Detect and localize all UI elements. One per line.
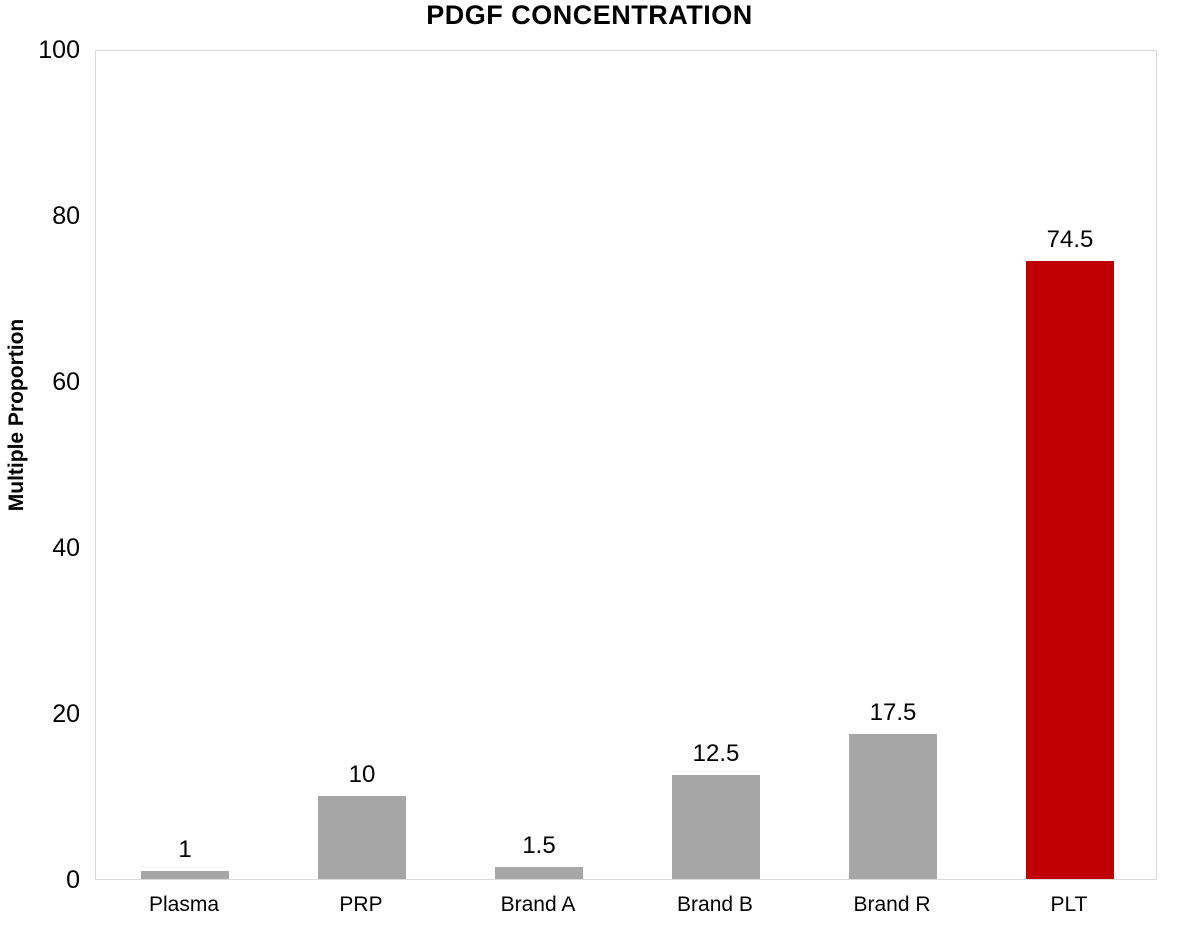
y-tick-label: 40 [52, 534, 80, 562]
x-category-label-plt: PLT [1050, 893, 1088, 916]
bar-value-label: 1.5 [522, 832, 556, 859]
y-axis-title: Multiple Proportion [5, 318, 28, 512]
bar-brand-b [672, 775, 760, 879]
y-tick-label: 0 [66, 866, 80, 894]
x-category-label-plasma: Plasma [148, 893, 220, 916]
x-category-label-brand-b: Brand B [677, 893, 753, 916]
bar-value-label: 74.5 [1046, 226, 1094, 253]
y-tick-label: 20 [52, 700, 80, 728]
bar-value-label: 17.5 [869, 699, 917, 726]
bar-value-label: 1 [178, 836, 192, 863]
bar-value-label: 10 [348, 761, 376, 788]
bar-value-label: 12.5 [692, 740, 740, 767]
bar-plasma [141, 871, 229, 879]
x-category-label-prp: PRP [339, 893, 383, 916]
y-tick-label: 100 [38, 36, 80, 64]
bar-brand-r [849, 734, 937, 879]
chart-title: PDGF CONCENTRATION [426, 0, 753, 30]
plot-area: 1 10 1.5 12.5 17.5 74.5 [95, 50, 1157, 880]
bar-brand-a [495, 867, 583, 879]
x-category-label-brand-r: Brand R [853, 893, 931, 916]
x-category-label-brand-a: Brand A [500, 893, 576, 916]
y-tick-label: 80 [52, 202, 80, 230]
bar-plt [1026, 261, 1114, 879]
y-tick-label: 60 [52, 368, 80, 396]
bar-prp [318, 796, 406, 879]
